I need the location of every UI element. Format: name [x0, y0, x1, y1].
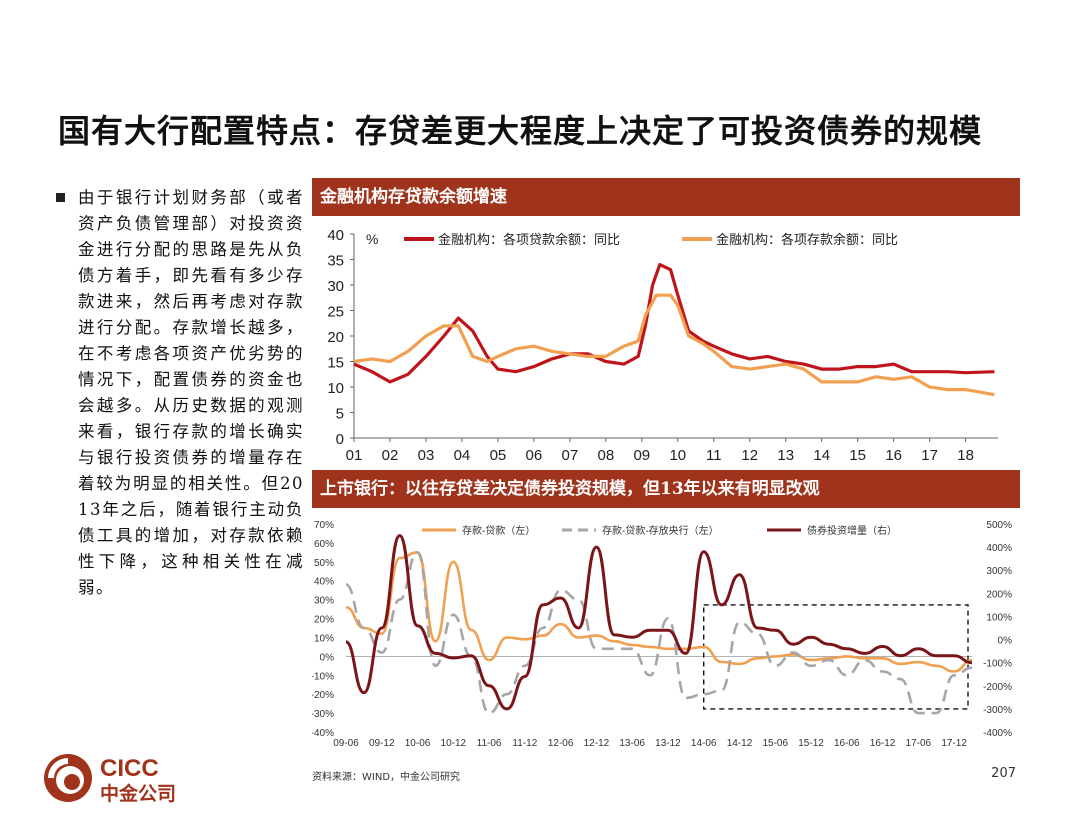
chart1-ytick-label: 40 — [327, 227, 344, 244]
chart2-xtick-label: 12-06 — [548, 738, 574, 749]
chart1-xtick-label: 14 — [813, 447, 830, 464]
chart1-xtick-label: 13 — [777, 447, 794, 464]
chart2-right-tick-label: 0% — [998, 636, 1013, 647]
chart2-legend-label: 债券投资增量（右） — [807, 524, 897, 537]
chart2-xtick-label: 10-12 — [441, 738, 467, 749]
bullet-text: 由于银行计划财务部（或者资产负债管理部）对投资资金进行分配的思路是先从负债方着手… — [78, 188, 304, 597]
chart2-xtick-label: 09-12 — [369, 738, 395, 749]
chart1-ytick-label: 20 — [327, 329, 344, 346]
chart1-series-line-deposit — [353, 293, 995, 397]
chart1-xtick-label: 05 — [490, 447, 507, 464]
chart1-xtick-label: 11 — [706, 447, 722, 464]
chart2-legend-label: 存款-贷款-存放央行（左） — [602, 524, 719, 537]
chart2-left-tick-label: 10% — [314, 633, 334, 644]
chart1-xtick-label: 12 — [741, 447, 758, 464]
chart1-xtick-label: 07 — [562, 447, 579, 464]
chart2-left-tick-label: -40% — [312, 728, 334, 739]
chart2-xtick-label: 13-06 — [619, 738, 645, 749]
chart1-ytick-label: 0 — [336, 431, 344, 448]
chart2-banner: 上市银行：以往存贷差决定债券投资规模，但13年以来有明显改观 — [312, 470, 1020, 508]
chart1-ytick-label: 10 — [327, 380, 344, 397]
chart2-xtick-label: 16-06 — [834, 738, 860, 749]
chart1-legend-label: 金融机构：各项存款余额：同比 — [716, 232, 898, 247]
chart2-right-tick-label: 400% — [986, 543, 1012, 554]
chart2-xtick-label: 13-12 — [655, 738, 681, 749]
cicc-logo: CICC 中金公司 — [44, 754, 176, 805]
chart2-xtick-label: 11-12 — [512, 738, 537, 749]
chart1-xtick-label: 16 — [885, 447, 902, 464]
chart2-xtick-label: 14-06 — [691, 738, 717, 749]
chart1-xtick-label: 01 — [346, 447, 363, 464]
chart2-left-tick-label: -10% — [312, 671, 334, 682]
chart2-xtick-label: 15-06 — [762, 738, 788, 749]
chart2-right-tick-label: -100% — [983, 659, 1012, 670]
page-title: 国有大行配置特点：存贷差更大程度上决定了可投资债券的规模 — [58, 112, 983, 150]
chart1-xtick-label: 18 — [957, 447, 974, 464]
page-number: 207 — [991, 766, 1016, 781]
chart1-ytick-label: 30 — [327, 278, 344, 295]
chart2-left-tick-label: -30% — [312, 709, 334, 720]
chart2-left-tick-label: 0% — [320, 652, 335, 663]
chart2-xtick-label: 14-12 — [727, 738, 753, 749]
chart2-right-tick-label: -300% — [983, 705, 1012, 716]
chart1-series-line-loan — [353, 263, 995, 384]
chart1-xtick-label: 15 — [849, 447, 866, 464]
chart2-left-tick-label: 60% — [314, 539, 334, 550]
chart2-left-tick-label: 70% — [314, 520, 334, 531]
chart1-ytick-label: 25 — [327, 304, 344, 321]
chart1-unit-label: % — [366, 231, 378, 247]
chart2-left-tick-label: 50% — [314, 558, 334, 569]
logo-text-cn: 中金公司 — [100, 782, 176, 805]
logo-text-en: CICC — [100, 755, 159, 782]
chart2-highlight-box — [703, 604, 969, 710]
source-note: 资料来源：WIND，中金公司研究 — [312, 772, 461, 783]
chart2-series-deposit-minus-loan — [345, 551, 973, 673]
chart2-xtick-label: 17-12 — [941, 738, 967, 749]
chart2-listed-banks: 70% 60% 50% 40% 30% 20% 10% 0% -10% -20% -30% -40% 5… — [312, 520, 1013, 749]
chart2-left-tick-label: 40% — [314, 577, 334, 588]
chart2-left-tick-label: 20% — [314, 615, 334, 626]
bullet-paragraph: 由于银行计划财务部（或者资产负债管理部）对投资资金进行分配的思路是先从负债方着手… — [56, 185, 304, 601]
chart2-xtick-label: 11-06 — [477, 738, 502, 749]
chart2-right-tick-label: -200% — [983, 682, 1012, 693]
chart2-right-tick-label: 100% — [986, 612, 1012, 623]
chart2-right-tick-label: 300% — [986, 566, 1012, 577]
chart2-xtick-label: 12-12 — [584, 738, 610, 749]
chart1-xtick-label: 03 — [418, 447, 435, 464]
chart1-xtick-label: 02 — [382, 447, 399, 464]
chart2-xtick-label: 15-12 — [798, 738, 824, 749]
chart2-xtick-label: 09-06 — [333, 738, 359, 749]
chart1-xtick-label: 10 — [669, 447, 686, 464]
chart1-ytick-label: 5 — [336, 406, 344, 423]
chart1-xtick-label: 06 — [526, 447, 543, 464]
chart2-right-tick-label: -400% — [983, 728, 1012, 739]
chart2-left-tick-label: 30% — [314, 596, 334, 607]
chart1-xtick-label: 17 — [921, 447, 938, 464]
chart1-xtick-label: 04 — [454, 447, 471, 464]
chart1-xtick-label: 08 — [597, 447, 614, 464]
chart1-legend-label: 金融机构：各项贷款余额：同比 — [438, 232, 620, 247]
chart2-right-tick-label: 500% — [986, 520, 1012, 531]
chart1-ytick-label: 15 — [327, 355, 344, 372]
chart2-xtick-label: 17-06 — [906, 738, 932, 749]
chart2-xtick-label: 10-06 — [405, 738, 431, 749]
bullet-square-icon — [56, 193, 65, 202]
chart2-series-deposit-loan-reserve — [345, 551, 973, 715]
chart2-xtick-label: 16-12 — [870, 738, 896, 749]
chart1-ytick-label: 35 — [327, 253, 344, 270]
chart1-xtick-label: 09 — [633, 447, 650, 464]
chart2-left-tick-label: -20% — [312, 690, 334, 701]
chart1-banner: 金融机构存贷款余额增速 — [312, 178, 1020, 216]
chart2-series-bond-increment — [345, 534, 973, 711]
chart2-legend-label: 存款-贷款（左） — [462, 524, 535, 537]
chart2-right-tick-label: 200% — [986, 589, 1012, 600]
